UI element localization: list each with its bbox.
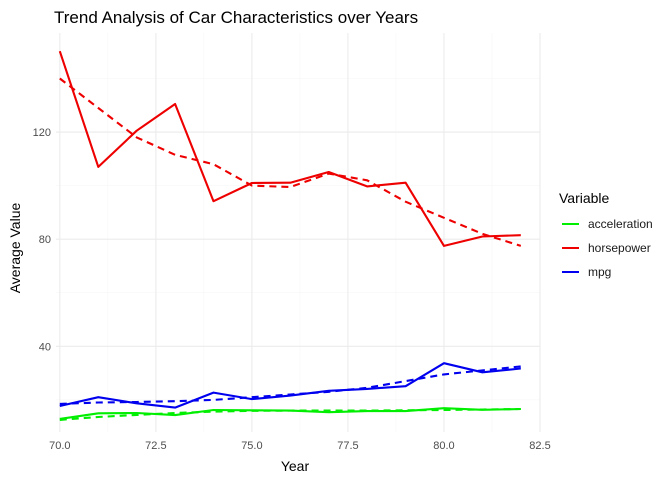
y-tick-label: 80: [39, 234, 51, 246]
grid: [56, 33, 541, 432]
x-tick-label: 75.0: [241, 440, 262, 452]
x-tick-label: 80.0: [433, 440, 454, 452]
x-axis-ticks: 70.0 72.5 75.0 77.5 80.0 82.5: [49, 440, 551, 452]
legend-label-horsepower: horsepower: [588, 241, 651, 255]
x-tick-label: 72.5: [145, 440, 166, 452]
chart-title: Trend Analysis of Car Characteristics ov…: [54, 8, 418, 27]
series-layer: [58, 50, 522, 421]
trend-line-acceleration: [59, 407, 521, 421]
legend-title: Variable: [559, 190, 610, 206]
series-line-horsepower: [58, 50, 521, 247]
y-axis-ticks: 40 80 120: [33, 127, 51, 353]
legend-label-mpg: mpg: [588, 265, 611, 279]
y-tick-label: 40: [39, 341, 51, 353]
trend-line-horsepower: [59, 77, 522, 247]
y-tick-label: 120: [33, 127, 51, 139]
legend-label-acceleration: acceleration: [588, 217, 653, 231]
series-line-mpg: [59, 362, 521, 409]
x-axis-title: Year: [281, 458, 310, 474]
trend-line-mpg: [59, 365, 521, 405]
x-tick-label: 82.5: [529, 440, 550, 452]
y-axis-title: Average Value: [7, 203, 23, 294]
x-tick-label: 70.0: [49, 440, 70, 452]
legend: Variable acceleration horsepower mpg: [559, 190, 653, 279]
x-tick-label: 77.5: [337, 440, 358, 452]
